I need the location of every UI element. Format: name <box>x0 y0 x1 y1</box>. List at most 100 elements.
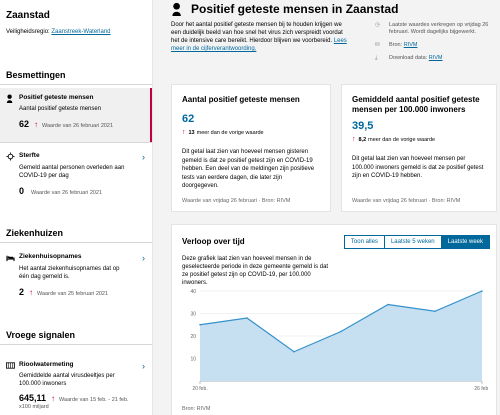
y-tick-label: 40 <box>190 289 196 295</box>
clock-icon: ◷ <box>375 22 380 28</box>
y-tick-label: 20 <box>190 334 196 340</box>
sidebar-item-desc: Aantal positief geteste mensen <box>19 106 102 112</box>
kpi-delta-text: meer dan de vorige waarde <box>196 129 264 136</box>
chart-desc: Deze grafiek laat zien van hoeveel mense… <box>182 256 329 286</box>
kpi-footer: Waarde van vrijdag 26 februari · Bron: R… <box>352 198 461 204</box>
sidebar-item-title: Rioolwatermeting <box>19 361 74 368</box>
person-virus-icon <box>172 2 181 16</box>
sidebar-item-title: Positief geteste mensen <box>19 94 94 101</box>
kpi-desc: Dit getal laat zien van hoeveel mensen g… <box>182 149 315 189</box>
y-tick-label: 10 <box>190 357 196 363</box>
sidebar-item-date: Waarde van 26 februari 2021 <box>31 190 103 196</box>
sidebar: Zaanstad Veiligheidsregio: Zaanstreek-Wa… <box>0 0 153 415</box>
download-icon: ⤓ <box>375 55 378 61</box>
area-chart: 10 20 30 40 20 feb. 26 feb. <box>190 289 488 392</box>
data-point <box>199 323 201 326</box>
kpi-desc: Dit getal laat zien van hoeveel mensen p… <box>352 156 484 179</box>
x-tick-label: 20 feb. <box>192 386 207 392</box>
sidebar-item-ziekenhuis[interactable]: Ziekenhuisopnames Het aantal ziekenhuiso… <box>0 247 152 303</box>
download-label: Download data: <box>389 55 429 61</box>
sidebar-item-desc: Gemeld aantal personen overleden aan COV… <box>19 165 125 179</box>
chevron-right-icon: › <box>142 361 145 371</box>
intro-text: Door het aantal positief geteste mensen … <box>171 21 351 53</box>
divider <box>0 142 152 143</box>
kpi-value: 62 <box>182 113 195 125</box>
data-point <box>434 310 436 313</box>
sewer-icon <box>6 362 15 369</box>
update-text: Laatste waardes verkregen op vrijdag 26 … <box>389 22 489 35</box>
region-line: Veiligheidsregio: Zaanstreek-Waterland <box>6 29 146 35</box>
chevron-right-icon: › <box>142 152 145 162</box>
sidebar-item-date: Waarde van 26 februari 2021 <box>42 123 114 129</box>
kpi-title: Aantal positief geteste mensen <box>182 95 300 104</box>
arrow-up-icon: ↑ <box>182 129 186 136</box>
kpi-delta: ↑ 8,2 meer dan de vorige waarde <box>352 136 486 143</box>
municipality-title: Zaanstad <box>6 10 50 21</box>
sidebar-item-title: Sterfte <box>19 152 40 159</box>
x-tick-label: 26 feb. <box>474 386 488 392</box>
region-link[interactable]: Zaanstreek-Waterland <box>51 29 111 35</box>
tab-last-5-weeks[interactable]: Laatste 5 weken <box>384 235 442 249</box>
kpi-footer: Waarde van vrijdag 26 februari · Bron: R… <box>182 198 291 204</box>
virus-icon <box>6 152 15 161</box>
main-content: Positief geteste mensen in Zaanstad Door… <box>153 0 500 415</box>
kpi-delta: ↑ 13 meer dan de vorige waarde <box>182 129 320 136</box>
trend-chart-card: Verloop over tijd Toon alles Laatste 5 w… <box>171 224 497 415</box>
sidebar-item-value: 645,11 <box>19 393 47 403</box>
sidebar-item-desc: Gemiddelde aantal virusdeeltjes per 100.… <box>19 373 115 387</box>
metadata-block: ◷ Laatste waardes verkregen op vrijdag 2… <box>375 22 495 68</box>
group-title-besmettingen: Besmettingen <box>6 70 66 80</box>
kpi-card-total: Aantal positief geteste mensen 62 ↑ 13 m… <box>171 84 331 212</box>
divider <box>0 84 152 85</box>
region-label: Veiligheidsregio: <box>6 29 50 35</box>
tab-last-week[interactable]: Laatste week <box>441 235 490 249</box>
chart-source: Bron: RIVM <box>182 406 211 412</box>
area-fill <box>200 291 482 381</box>
page-title-text: Positief geteste mensen in Zaanstad <box>191 2 399 16</box>
group-title-ziekenhuizen: Ziekenhuizen <box>6 228 64 238</box>
sidebar-item-rioolwater[interactable]: Rioolwatermeting Gemiddelde aantal virus… <box>0 355 152 415</box>
y-tick-label: 30 <box>190 312 196 318</box>
kpi-value: 39,5 <box>352 120 374 132</box>
divider <box>0 344 152 345</box>
data-point <box>246 317 248 319</box>
cijferverantwoording-link[interactable]: Lees meer in de cijferverantwoording. <box>171 38 347 52</box>
source-link[interactable]: RIVM <box>403 42 418 48</box>
sidebar-item-date: Waarde van 25 februari 2021 <box>37 291 109 297</box>
download-link[interactable]: RIVM <box>428 55 443 61</box>
arrow-up-icon: ↑ <box>51 394 56 403</box>
data-point <box>481 290 483 292</box>
group-title-vroege-signalen: Vroege signalen <box>6 330 76 340</box>
kpi-delta-value: 8,2 <box>358 136 367 143</box>
database-icon: ⛁ <box>375 42 380 48</box>
tab-show-all[interactable]: Toon alles <box>343 235 385 249</box>
source-label: Bron: <box>389 42 404 48</box>
sidebar-item-date: Waarde van 15 feb. - 21 feb. <box>59 397 129 403</box>
sidebar-item-value: 62 <box>19 119 30 129</box>
page-title: Positief geteste mensen in Zaanstad <box>171 2 500 16</box>
intro-body: Door het aantal positief geteste mensen … <box>171 22 343 44</box>
arrow-up-icon: ↑ <box>34 120 39 129</box>
period-tabs: Toon alles Laatste 5 weken Laatste week <box>343 235 490 249</box>
kpi-delta-text: meer dan de vorige waarde <box>368 136 436 143</box>
sidebar-item-value: 2 <box>19 287 25 297</box>
sidebar-item-value: 0 <box>19 186 25 196</box>
sidebar-item-desc: Het aantal ziekenhuisopnames dat op één … <box>19 266 120 280</box>
kpi-title: Gemiddeld aantal positief geteste mensen… <box>352 95 480 114</box>
data-point <box>293 350 295 353</box>
hospital-bed-icon <box>6 255 15 262</box>
divider <box>0 242 152 243</box>
chart-title: Verloop over tijd <box>182 237 245 246</box>
kpi-card-per-100k: Gemiddeld aantal positief geteste mensen… <box>341 84 497 212</box>
sidebar-item-positief[interactable]: Positief geteste mensen Aantal positief … <box>0 88 152 142</box>
sidebar-item-sterfte[interactable]: Sterfte Gemeld aantal personen overleden… <box>0 146 152 200</box>
arrow-up-icon: ↑ <box>29 288 34 297</box>
sidebar-item-unit: x100 miljard <box>19 404 49 410</box>
kpi-delta-value: 13 <box>188 129 195 136</box>
data-point <box>387 303 389 306</box>
arrow-up-icon: ↑ <box>352 136 356 143</box>
chevron-right-icon: › <box>142 253 145 263</box>
person-virus-icon <box>6 94 13 103</box>
sidebar-item-title: Ziekenhuisopnames <box>19 253 82 260</box>
data-point <box>340 330 342 333</box>
